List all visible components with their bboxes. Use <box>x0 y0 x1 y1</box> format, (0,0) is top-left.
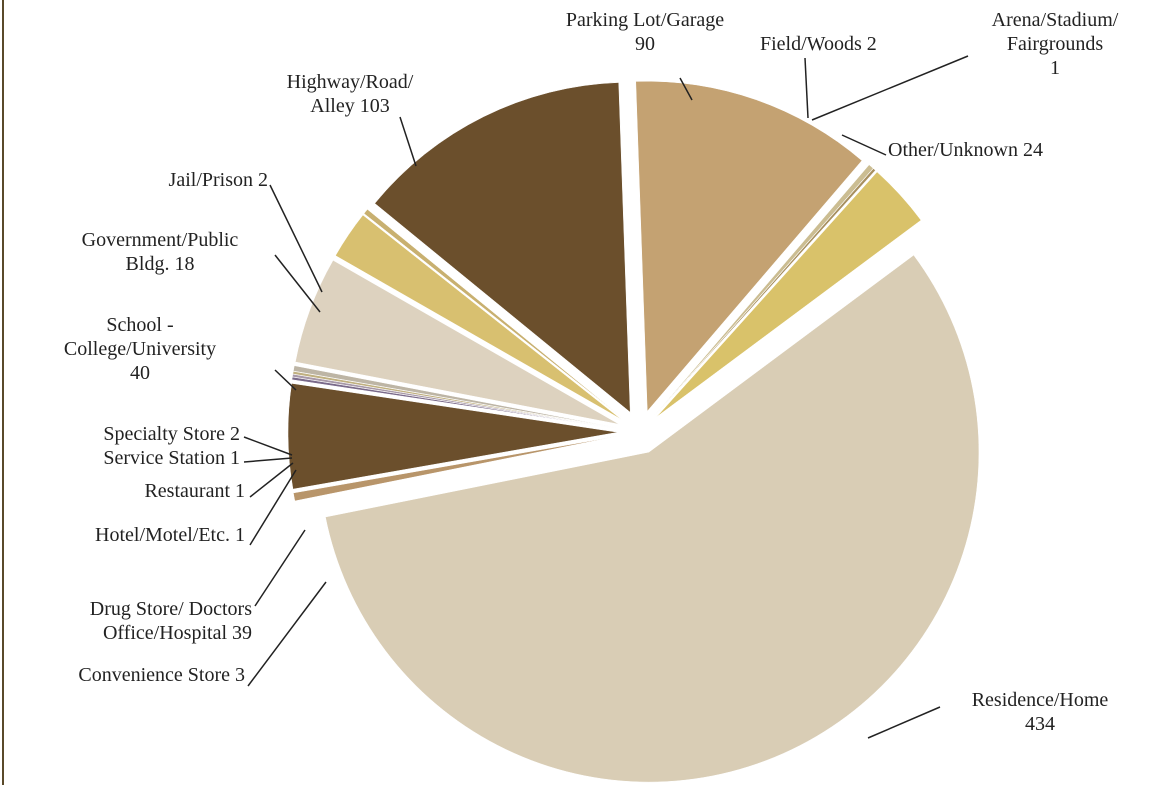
data-label: Highway/Road/ Alley 103 <box>250 70 450 118</box>
value-label: 1 <box>1050 57 1060 79</box>
pie-slice <box>325 254 980 783</box>
data-label: Arena/Stadium/ Fairgrounds 1 <box>960 8 1150 80</box>
value-label: 434 <box>1025 713 1055 735</box>
category-label: Service Station <box>103 447 225 469</box>
value-label: 1 <box>230 447 240 469</box>
data-label: Field/Woods 2 <box>760 32 960 56</box>
data-label: Specialty Store 2 <box>0 422 240 446</box>
value-label: 2 <box>230 423 240 445</box>
category-label: Convenience Store <box>78 664 230 686</box>
pie-slice <box>363 208 624 419</box>
pie-slice <box>335 214 622 420</box>
leader-line <box>247 581 327 687</box>
leader-line <box>841 134 887 156</box>
category-label: Specialty Store <box>103 423 225 445</box>
category-label: Drug Store/ Doctors Office/Hospital <box>89 598 252 644</box>
leader-line <box>269 184 323 293</box>
leader-line <box>254 529 306 607</box>
leader-line <box>243 457 293 463</box>
pie-slice <box>293 435 619 502</box>
value-label: 18 <box>174 253 195 275</box>
leader-line <box>804 57 809 119</box>
category-label: Jail/Prison <box>168 169 253 191</box>
data-label: Restaurant 1 <box>0 479 245 503</box>
value-label: 1 <box>235 480 245 502</box>
pie-slice <box>374 82 631 413</box>
leader-line <box>811 55 969 121</box>
category-label: Field/Woods <box>760 33 862 55</box>
data-label: Parking Lot/Garage 90 <box>520 8 770 56</box>
category-label: Restaurant <box>144 480 230 502</box>
category-label: Parking Lot/Garage <box>565 9 725 31</box>
pie-slice <box>293 365 619 429</box>
leader-line <box>399 116 417 167</box>
value-label: 3 <box>235 664 245 686</box>
value-label: 40 <box>130 362 150 384</box>
value-label: 103 <box>359 95 390 117</box>
leader-line <box>249 462 294 498</box>
category-label: Government/Public Bldg. <box>81 229 239 275</box>
leader-line <box>274 369 297 391</box>
data-label: Drug Store/ Doctors Office/Hospital 39 <box>0 597 252 645</box>
pie-slice <box>654 168 876 416</box>
value-label: 24 <box>1022 139 1043 161</box>
data-label: Service Station 1 <box>0 446 240 470</box>
category-label: Other/Unknown <box>888 139 1018 161</box>
leader-line <box>274 254 321 313</box>
value-label: 2 <box>258 169 268 191</box>
pie-slice <box>295 259 620 425</box>
category-label: Residence/Home <box>971 689 1109 711</box>
category-label: Highway/Road/ Alley <box>286 71 414 117</box>
leader-line <box>867 706 941 739</box>
pie-slice <box>287 383 619 490</box>
leader-line <box>679 77 693 101</box>
data-label: Residence/Home 434 <box>940 688 1140 736</box>
category-label: School - College/University <box>63 314 217 360</box>
data-label: Other/Unknown 24 <box>888 138 1148 162</box>
leader-line <box>243 436 293 456</box>
leader-line <box>249 469 297 546</box>
category-label: Arena/Stadium/ Fairgrounds <box>991 9 1119 55</box>
category-label: Hotel/Motel/Etc. <box>95 524 230 546</box>
data-label: Jail/Prison 2 <box>0 168 268 192</box>
data-label: School - College/University 40 <box>10 313 270 385</box>
pie-slice <box>635 80 863 412</box>
pie-slice <box>292 371 619 429</box>
pie-slice <box>654 164 874 416</box>
data-label: Hotel/Motel/Etc. 1 <box>0 523 245 547</box>
data-label: Convenience Store 3 <box>0 663 245 687</box>
data-label: Government/Public Bldg. 18 <box>40 228 280 276</box>
value-label: 2 <box>866 33 877 55</box>
value-label: 39 <box>232 622 252 644</box>
value-label: 1 <box>235 524 245 546</box>
pie-slice <box>656 171 922 418</box>
value-label: 90 <box>635 33 655 55</box>
